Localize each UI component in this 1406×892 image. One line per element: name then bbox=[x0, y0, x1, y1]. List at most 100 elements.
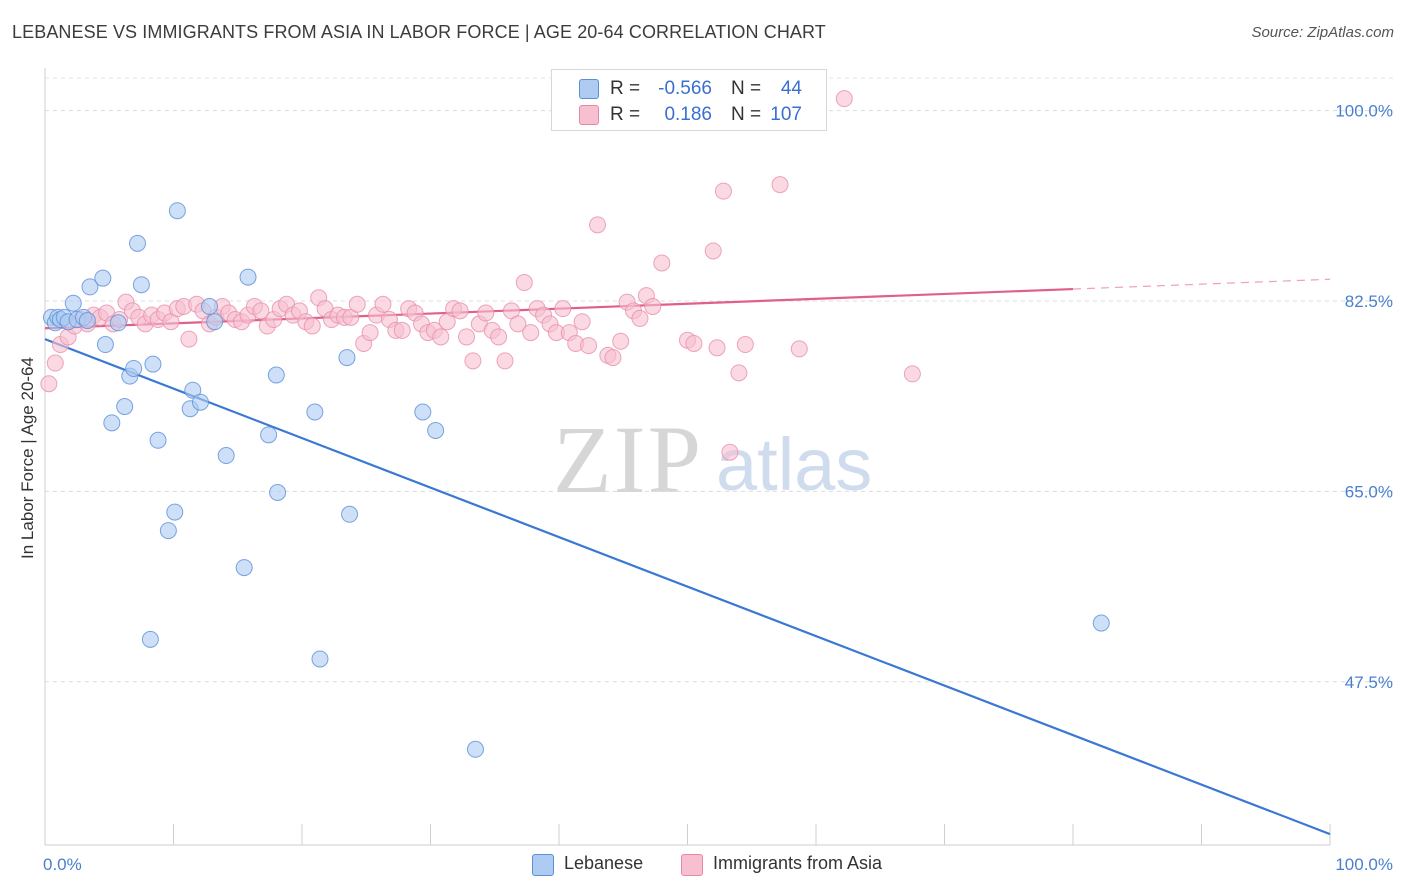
y-tick-label: 47.5% bbox=[1345, 673, 1393, 692]
lebanese-point bbox=[168, 202, 186, 220]
gridlines bbox=[45, 77, 1395, 683]
asia-point bbox=[522, 324, 540, 342]
legend-row-lebanese: R = -0.566 N = 44 bbox=[552, 76, 826, 102]
legend-n-label: N = bbox=[731, 78, 762, 99]
legend-swatch-lebanese bbox=[532, 854, 554, 876]
asia-point bbox=[46, 354, 64, 372]
lebanese-point bbox=[217, 447, 235, 465]
correlation-legend: R = -0.566 N = 44 R = 0.186 N = 107 bbox=[551, 69, 827, 131]
asia-point bbox=[903, 365, 921, 383]
lebanese-point bbox=[311, 650, 329, 668]
legend-r-value: -0.566 bbox=[658, 78, 712, 99]
asia-point bbox=[303, 317, 321, 335]
asia-point bbox=[644, 297, 662, 315]
asia-point bbox=[432, 328, 450, 346]
legend-r-label: R = bbox=[610, 104, 641, 125]
lebanese-point bbox=[338, 349, 356, 367]
legend-row-asia: R = 0.186 N = 107 bbox=[552, 102, 826, 128]
asia-point bbox=[361, 324, 379, 342]
asia-point bbox=[580, 337, 598, 355]
asia-point bbox=[477, 304, 495, 322]
lebanese-point bbox=[260, 426, 278, 444]
chart-title: LEBANESE VS IMMIGRANTS FROM ASIA IN LABO… bbox=[12, 22, 826, 42]
asia-point bbox=[573, 313, 591, 331]
lebanese-point bbox=[132, 276, 150, 294]
legend-label-asia: Immigrants from Asia bbox=[713, 853, 883, 873]
asia-point bbox=[180, 330, 198, 348]
asia-point bbox=[604, 349, 622, 367]
lebanese-point bbox=[116, 398, 134, 416]
legend-swatch-asia bbox=[579, 105, 599, 125]
axes bbox=[44, 68, 1331, 846]
lebanese-point bbox=[125, 359, 143, 377]
legend-r-label: R = bbox=[610, 78, 641, 99]
tick-labels: 47.5% 65.0% 82.5% 100.0% 0.0% 100.0% bbox=[43, 102, 1393, 874]
lebanese-point bbox=[144, 355, 162, 373]
y-axis-label: In Labor Force | Age 20-64 bbox=[18, 357, 37, 559]
asia-point bbox=[554, 300, 572, 318]
asia-point bbox=[835, 90, 853, 108]
lebanese-point bbox=[269, 484, 287, 502]
asia-point bbox=[685, 334, 703, 352]
asia-point bbox=[589, 216, 607, 234]
lebanese-point bbox=[149, 431, 167, 449]
legend-n-value: 44 bbox=[780, 78, 802, 99]
asia-point bbox=[771, 176, 789, 194]
asia-point bbox=[721, 443, 739, 461]
lebanese-point bbox=[166, 503, 184, 521]
asia-point bbox=[790, 340, 808, 358]
lebanese-point bbox=[184, 381, 202, 399]
asia-point bbox=[451, 302, 469, 320]
series-legend: Lebanese Immigrants from Asia bbox=[0, 852, 1406, 878]
asia-point bbox=[509, 315, 527, 333]
asia-point bbox=[393, 321, 411, 339]
points bbox=[40, 90, 1110, 758]
legend-r-value: 0.186 bbox=[664, 104, 712, 125]
lebanese-trendline bbox=[44, 338, 1331, 836]
lebanese-point bbox=[109, 314, 127, 332]
asia-trendline-extension bbox=[1072, 278, 1331, 290]
asia-point bbox=[457, 328, 475, 346]
lebanese-point bbox=[427, 421, 445, 439]
asia-point bbox=[714, 182, 732, 200]
lebanese-point bbox=[466, 740, 484, 758]
asia-point bbox=[496, 352, 514, 370]
lebanese-point bbox=[159, 522, 177, 540]
lebanese-point bbox=[94, 269, 112, 287]
x-tick-label: 0.0% bbox=[43, 855, 82, 874]
watermark-atlas: atlas bbox=[716, 423, 872, 506]
lebanese-point bbox=[191, 393, 209, 411]
asia-point bbox=[374, 295, 392, 313]
lebanese-point bbox=[81, 278, 99, 296]
y-tick-label: 100.0% bbox=[1335, 102, 1393, 121]
lebanese-point bbox=[239, 268, 257, 286]
legend-n-label: N = bbox=[731, 104, 762, 125]
lebanese-point bbox=[414, 403, 432, 421]
asia-point bbox=[631, 309, 649, 327]
asia-point bbox=[40, 375, 58, 393]
asia-point bbox=[704, 242, 722, 260]
watermark: ZIP atlas bbox=[553, 406, 872, 513]
lebanese-point bbox=[341, 505, 359, 523]
legend-n-value: 107 bbox=[770, 104, 802, 125]
lebanese-point bbox=[235, 559, 253, 577]
legend-swatch-asia bbox=[681, 854, 703, 876]
lebanese-point bbox=[129, 234, 147, 252]
asia-point bbox=[730, 364, 748, 382]
lebanese-point bbox=[200, 297, 218, 315]
x-tick-label: 100.0% bbox=[1335, 855, 1393, 874]
asia-point bbox=[612, 332, 630, 350]
lebanese-point bbox=[64, 294, 82, 312]
lebanese-point bbox=[103, 414, 121, 432]
y-tick-label: 65.0% bbox=[1345, 482, 1393, 501]
trendlines bbox=[44, 278, 1331, 836]
asia-point bbox=[515, 274, 533, 292]
lebanese-point bbox=[78, 312, 96, 330]
lebanese-point bbox=[1092, 614, 1110, 632]
lebanese-point bbox=[206, 313, 224, 331]
asia-point bbox=[736, 336, 754, 354]
lebanese-point bbox=[96, 336, 114, 354]
asia-point bbox=[348, 295, 366, 313]
lebanese-point bbox=[306, 403, 324, 421]
